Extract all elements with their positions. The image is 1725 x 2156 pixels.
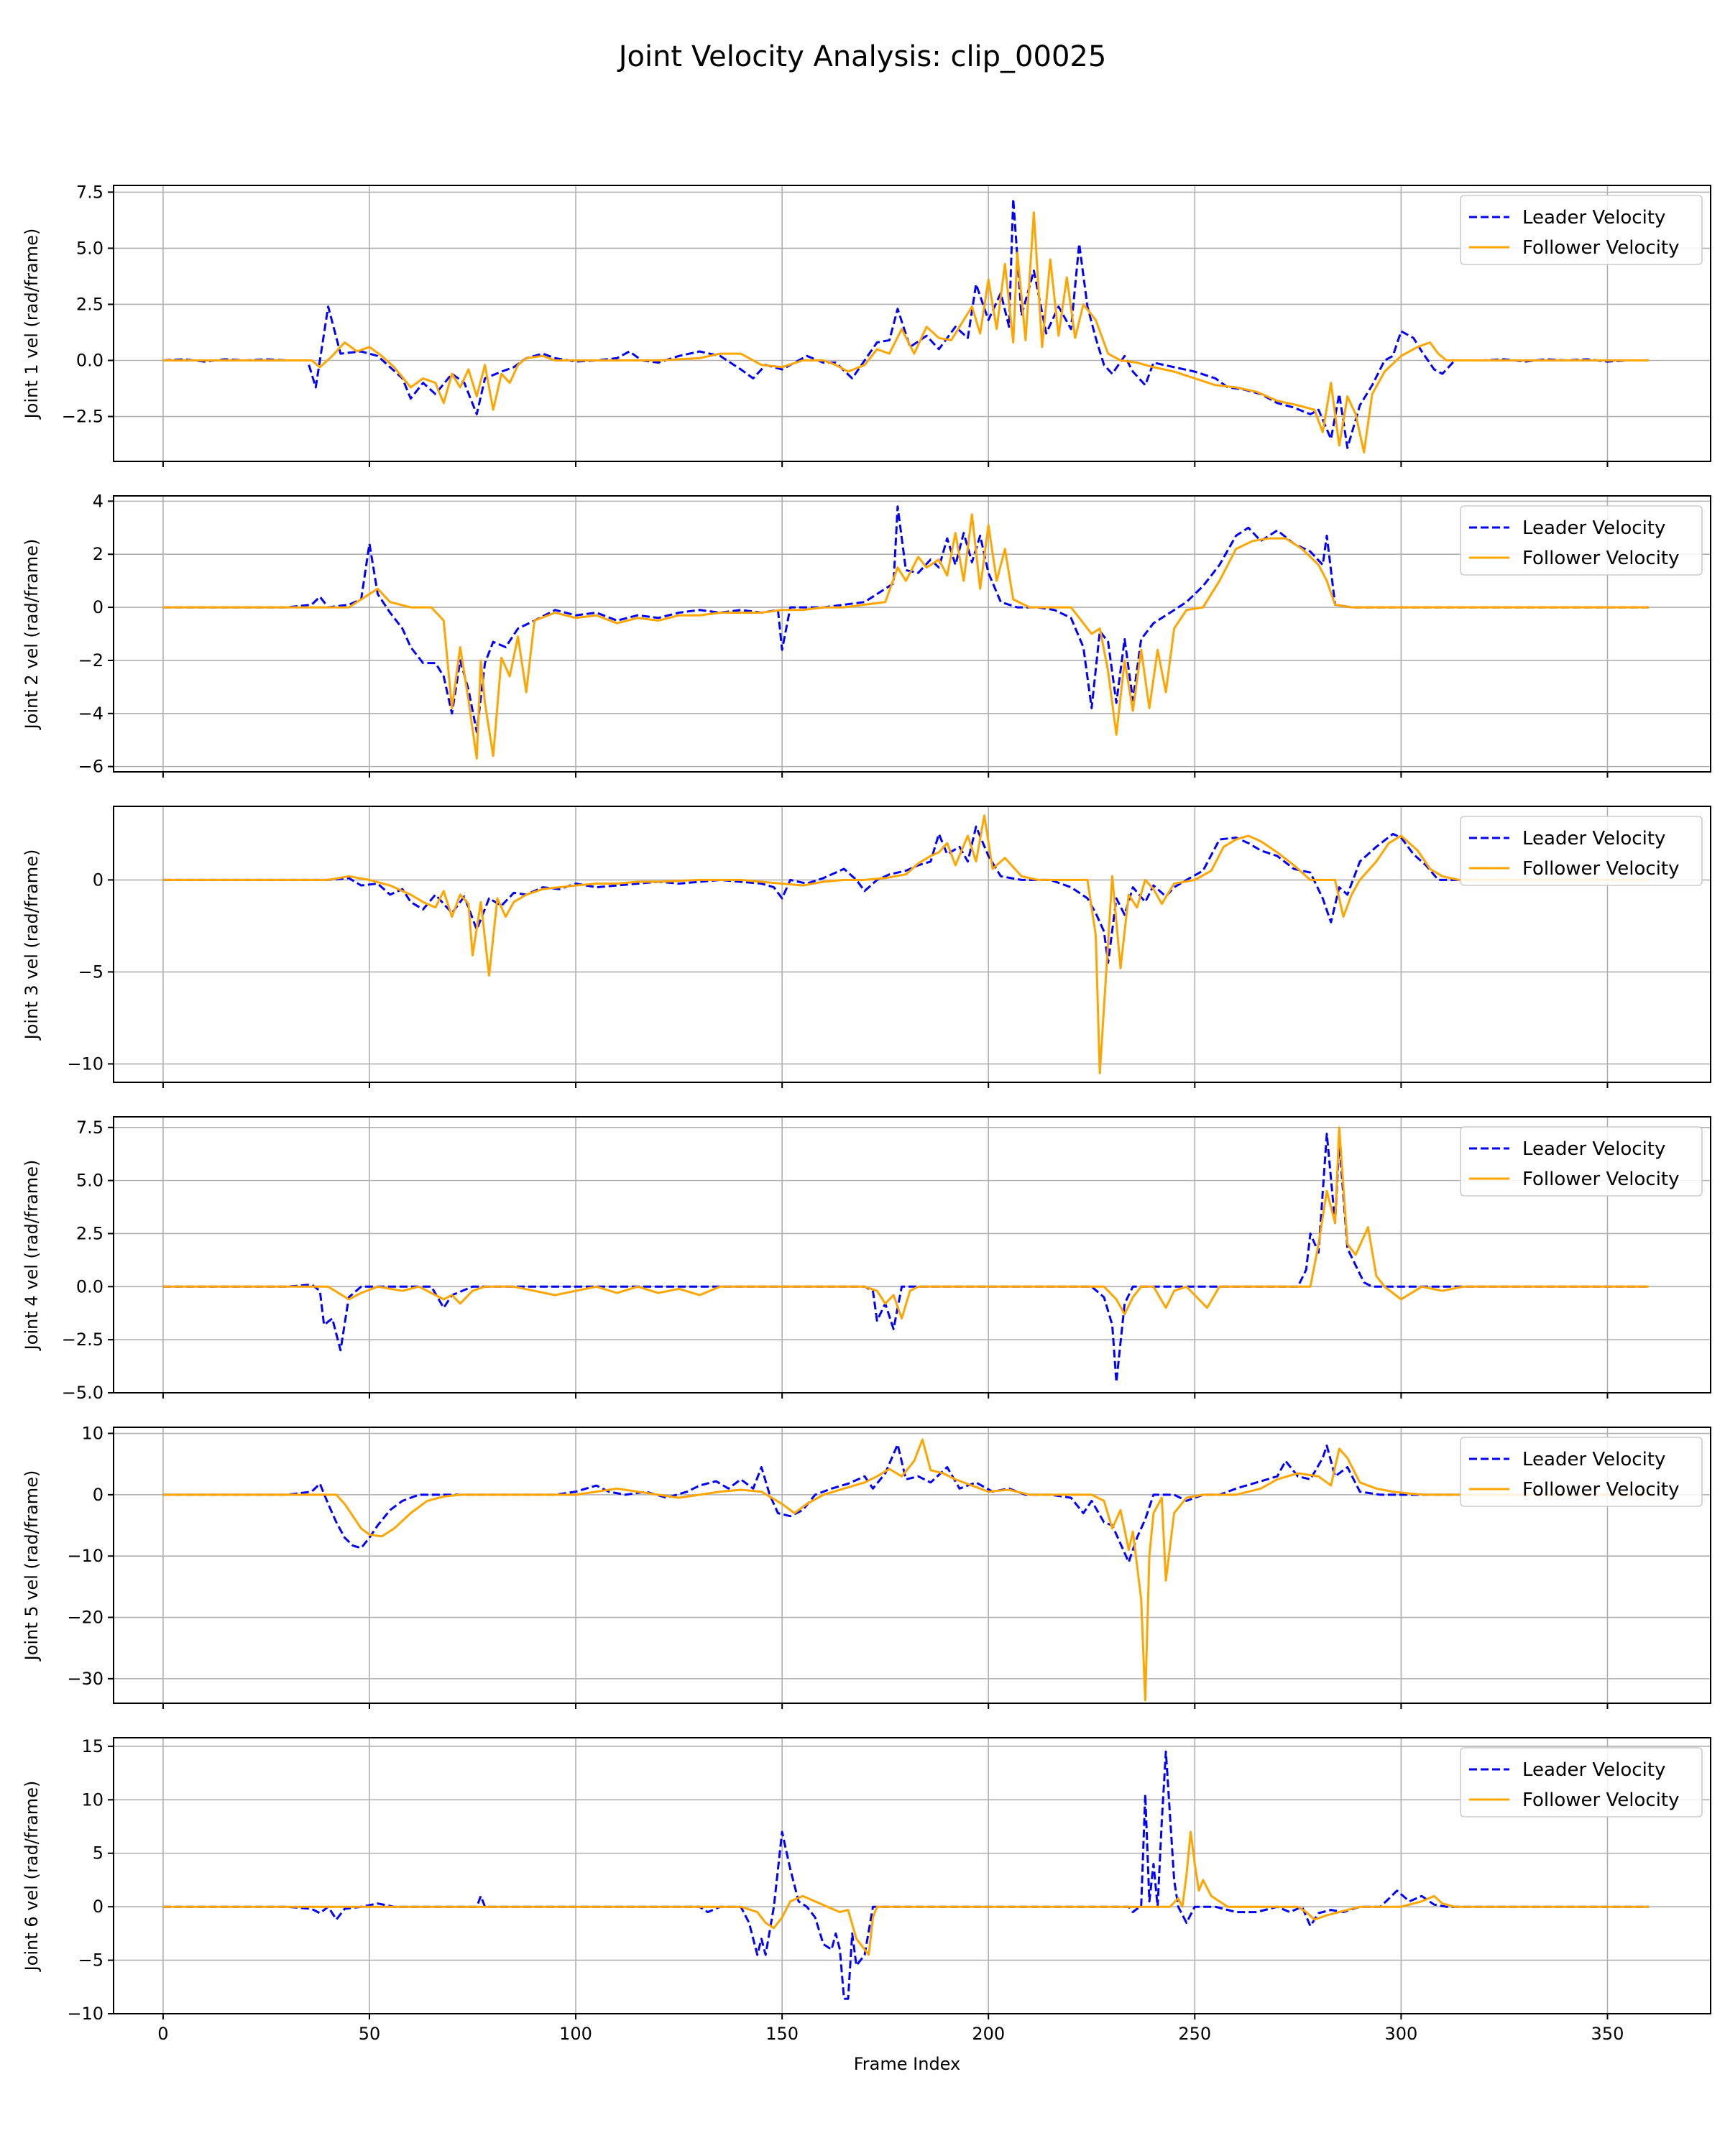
subplots-container: −2.5 0.0 2.5 5.0 7.5 Joint 1 vel (rad/frame) L…: [22, 182, 1711, 2044]
y-tick-label: 10: [81, 1424, 104, 1444]
y-tick-label: −5: [78, 962, 104, 982]
axes-frame: [113, 1737, 1711, 2014]
legend-follower-label: Follower Velocity: [1522, 1169, 1680, 1190]
y-tick-label: −2.5: [62, 1330, 104, 1350]
x-tick-label: 300: [1384, 2024, 1417, 2044]
y-tick-label: −2.5: [62, 407, 104, 427]
y-tick-label: −10: [67, 2004, 104, 2024]
y-tick-label: 7.5: [76, 1118, 104, 1138]
legend: Leader Velocity Follower Velocity: [1460, 816, 1703, 886]
subplot-joint-1: −2.5 0.0 2.5 5.0 7.5 Joint 1 vel (rad/frame) L…: [22, 182, 1711, 467]
subplot-joint-4: −5.0 −2.5 0.0 2.5 5.0 7.5 Joint 4 vel (rad/fra…: [22, 1116, 1711, 1403]
x-tick-label: 100: [559, 2024, 592, 2044]
figure-title: Joint Velocity Analysis: clip_00025: [617, 40, 1107, 73]
legend: Leader Velocity Follower Velocity: [1460, 1126, 1703, 1197]
y-axis-label: Joint 4 vel (rad/frame): [22, 1160, 42, 1352]
y-tick-label: −5.0: [62, 1383, 104, 1403]
legend-follower-label: Follower Velocity: [1522, 858, 1680, 880]
x-axis-label: Frame Index: [854, 2054, 960, 2074]
y-tick-label: 15: [81, 1736, 104, 1756]
axes-frame: [113, 185, 1711, 462]
legend: Leader Velocity Follower Velocity: [1460, 195, 1703, 265]
y-tick-label: −4: [78, 704, 104, 724]
axes-frame: [113, 1116, 1711, 1393]
y-tick-label: −2: [78, 650, 104, 671]
follower-velocity-line: [162, 211, 1649, 453]
legend-box: [1460, 505, 1703, 576]
y-tick-label: 0: [93, 870, 104, 890]
y-tick-label: −5: [78, 1950, 104, 1971]
follower-velocity-line: [162, 814, 1649, 1074]
x-tick-label: 0: [157, 2024, 168, 2044]
leader-velocity-line: [162, 1443, 1649, 1564]
y-tick-label: −10: [67, 1546, 104, 1566]
axes-frame: [113, 806, 1711, 1083]
legend-follower-label: Follower Velocity: [1522, 1479, 1680, 1501]
legend-follower-label: Follower Velocity: [1522, 1789, 1680, 1811]
legend-leader-label: Leader Velocity: [1522, 1449, 1665, 1470]
follower-velocity-line: [162, 1438, 1649, 1702]
x-tick-label: 150: [765, 2024, 799, 2044]
subplot-joint-5: −30 −20 −10 0 10 Joint 5 vel (rad/frame) Leade…: [22, 1424, 1711, 1709]
y-tick-label: 0: [93, 1485, 104, 1505]
legend-leader-label: Leader Velocity: [1522, 517, 1665, 539]
legend: Leader Velocity Follower Velocity: [1460, 1437, 1703, 1507]
y-axis-label: Joint 1 vel (rad/frame): [22, 229, 42, 420]
subplot-joint-3: −10 −5 0 Joint 3 vel (rad/frame) Leader Velo…: [22, 806, 1711, 1088]
y-tick-label: −30: [67, 1669, 104, 1689]
legend-leader-label: Leader Velocity: [1522, 828, 1665, 849]
follower-velocity-line: [162, 1830, 1649, 1956]
y-tick-label: 5: [93, 1843, 104, 1864]
legend: Leader Velocity Follower Velocity: [1460, 505, 1703, 576]
legend-leader-label: Leader Velocity: [1522, 207, 1665, 229]
y-tick-label: 0.0: [76, 351, 104, 371]
y-tick-label: 5.0: [76, 238, 104, 258]
y-tick-label: −6: [78, 757, 104, 777]
subplot-joint-2: −6 −4 −2 0 2 4 Joint 2 vel (rad/frame) Leader V…: [22, 491, 1711, 778]
y-tick-label: 7.5: [76, 182, 104, 202]
x-tick-label: 250: [1178, 2024, 1211, 2044]
y-axis-label: Joint 3 vel (rad/frame): [22, 849, 42, 1041]
y-tick-label: −10: [67, 1054, 104, 1074]
y-tick-label: 2.5: [76, 1223, 104, 1243]
axes-frame: [113, 1427, 1711, 1704]
legend: Leader Velocity Follower Velocity: [1460, 1747, 1703, 1818]
y-tick-label: 5.0: [76, 1171, 104, 1191]
follower-velocity-line: [162, 513, 1649, 760]
y-tick-label: 0: [93, 597, 104, 617]
y-tick-label: 4: [93, 491, 104, 511]
legend-leader-label: Leader Velocity: [1522, 1759, 1665, 1781]
y-tick-label: 0: [93, 1897, 104, 1917]
y-axis-label: Joint 5 vel (rad/frame): [22, 1470, 42, 1662]
leader-velocity-line: [162, 505, 1649, 734]
leader-velocity-line: [162, 1750, 1649, 2000]
legend-box: [1460, 816, 1703, 886]
x-tick-label: 200: [972, 2024, 1005, 2044]
axes-frame: [113, 495, 1711, 773]
y-axis-label: Joint 6 vel (rad/frame): [22, 1781, 42, 1973]
x-tick-label: 350: [1591, 2024, 1624, 2044]
leader-velocity-line: [162, 198, 1649, 449]
legend-box: [1460, 1437, 1703, 1507]
legend-box: [1460, 1126, 1703, 1197]
legend-leader-label: Leader Velocity: [1522, 1138, 1665, 1160]
x-tick-label: 50: [359, 2024, 381, 2044]
y-axis-label: Joint 2 vel (rad/frame): [22, 539, 42, 731]
y-tick-label: 2: [93, 544, 104, 564]
y-tick-label: 2.5: [76, 294, 104, 314]
y-tick-label: 10: [81, 1789, 104, 1810]
leader-velocity-line: [162, 825, 1649, 964]
y-tick-label: −20: [67, 1608, 104, 1628]
y-tick-label: 0.0: [76, 1276, 104, 1296]
legend-box: [1460, 195, 1703, 265]
legend-follower-label: Follower Velocity: [1522, 548, 1680, 569]
legend-box: [1460, 1747, 1703, 1818]
follower-velocity-line: [162, 1126, 1649, 1320]
legend-follower-label: Follower Velocity: [1522, 237, 1680, 259]
